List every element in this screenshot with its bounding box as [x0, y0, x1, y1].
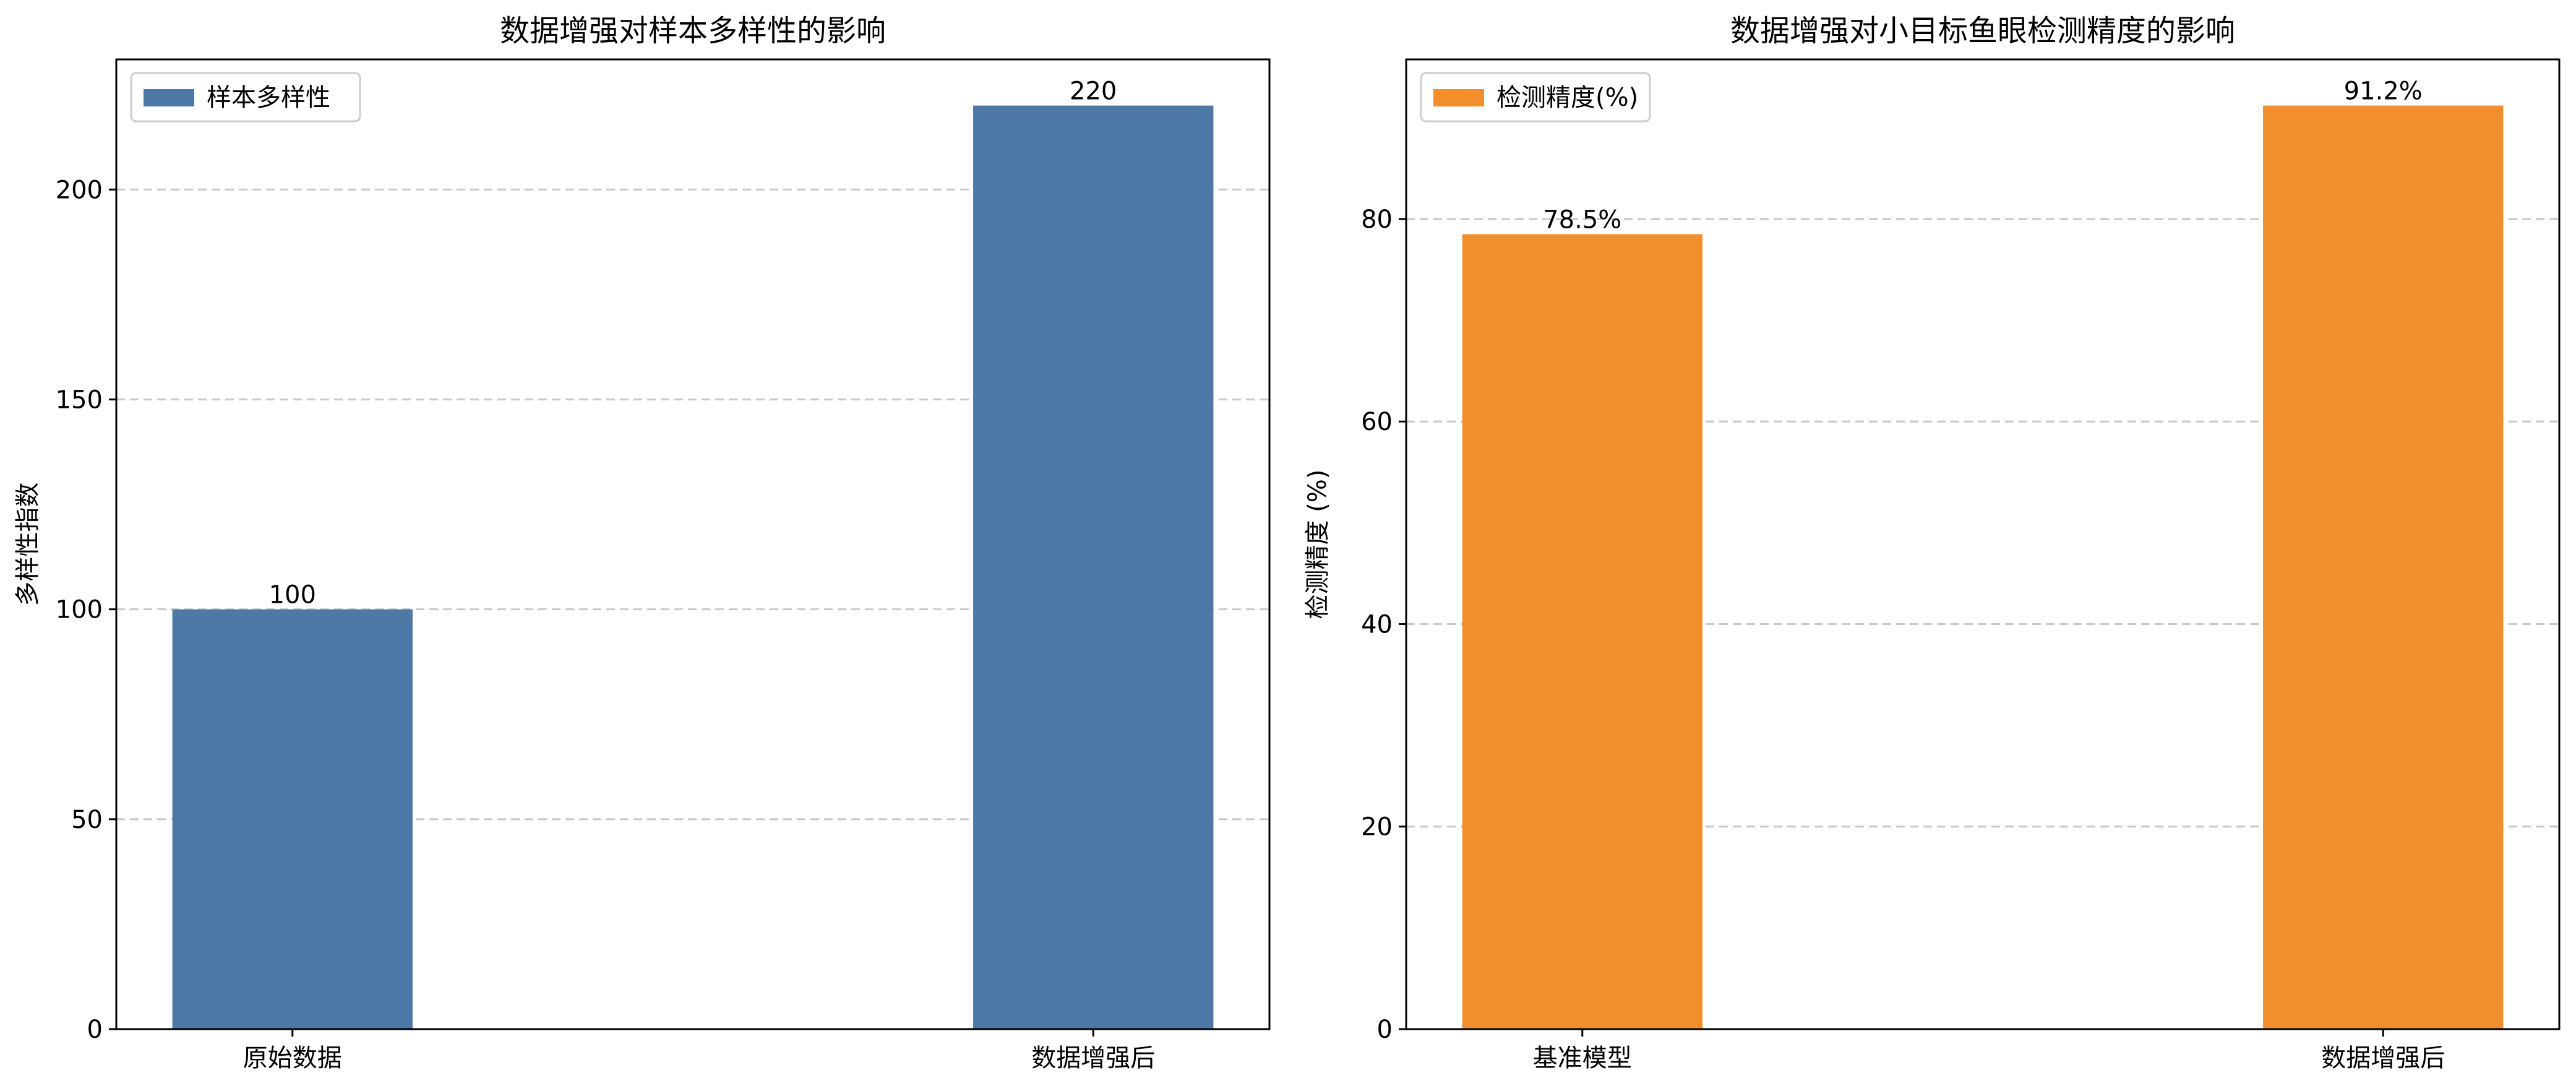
bar — [2263, 105, 2504, 1030]
legend-box — [130, 72, 361, 123]
y-tick-label: 40 — [1361, 610, 1393, 639]
y-tick-label: 20 — [1361, 813, 1393, 842]
y-axis-label: 检测精度 (%) — [1303, 470, 1332, 619]
y-tick-label: 100 — [56, 596, 103, 624]
data-label: 78.5% — [1543, 205, 1621, 234]
y-tick-label: 200 — [56, 176, 103, 204]
legend-label: 检测精度(%) — [1496, 84, 1638, 112]
y-tick-label: 0 — [1377, 1016, 1393, 1044]
chart-title: 数据增强对小目标鱼眼检测精度的影响 — [1730, 14, 2235, 48]
axes-frame — [1405, 58, 2561, 1030]
y-tick-label: 0 — [87, 1016, 103, 1044]
y-axis-label: 多样性指数 — [14, 483, 42, 606]
legend-box — [1420, 72, 1651, 123]
x-tick-label: 基准模型 — [1533, 1044, 1632, 1072]
y-tick-label: 50 — [71, 806, 103, 834]
y-tick-label: 60 — [1361, 408, 1393, 436]
x-tick-label: 原始数据 — [243, 1044, 342, 1072]
data-label: 91.2% — [2344, 77, 2423, 106]
data-label: 100 — [269, 581, 316, 610]
y-tick-label: 150 — [56, 386, 103, 414]
data-label: 220 — [1070, 77, 1117, 106]
chart-panel-1: 100 220 0 50 100 150 200 原始数据 数据增强后 数据增强对样本多样性的影响… — [14, 14, 1271, 1072]
x-tick-label: 数据增强后 — [1031, 1044, 1155, 1072]
legend-label: 样本多样性 — [207, 84, 330, 112]
y-tick-label: 80 — [1361, 205, 1393, 234]
legend-swatch — [144, 89, 194, 106]
legend-swatch — [1433, 89, 1484, 106]
legend: 样本多样性 — [130, 72, 361, 123]
chart-panel-2: 78.5% 91.2% 0 20 40 60 80 基准模型 数据增强后 数据增强对小目标鱼眼检测… — [1303, 14, 2561, 1072]
bar — [172, 609, 413, 1029]
bar — [973, 105, 1214, 1030]
axes-frame — [115, 58, 1271, 1030]
legend: 检测精度(%) — [1420, 72, 1651, 123]
chart-title: 数据增强对样本多样性的影响 — [500, 14, 886, 48]
x-tick-label: 数据增强后 — [2321, 1044, 2445, 1072]
bar — [1462, 234, 1702, 1029]
